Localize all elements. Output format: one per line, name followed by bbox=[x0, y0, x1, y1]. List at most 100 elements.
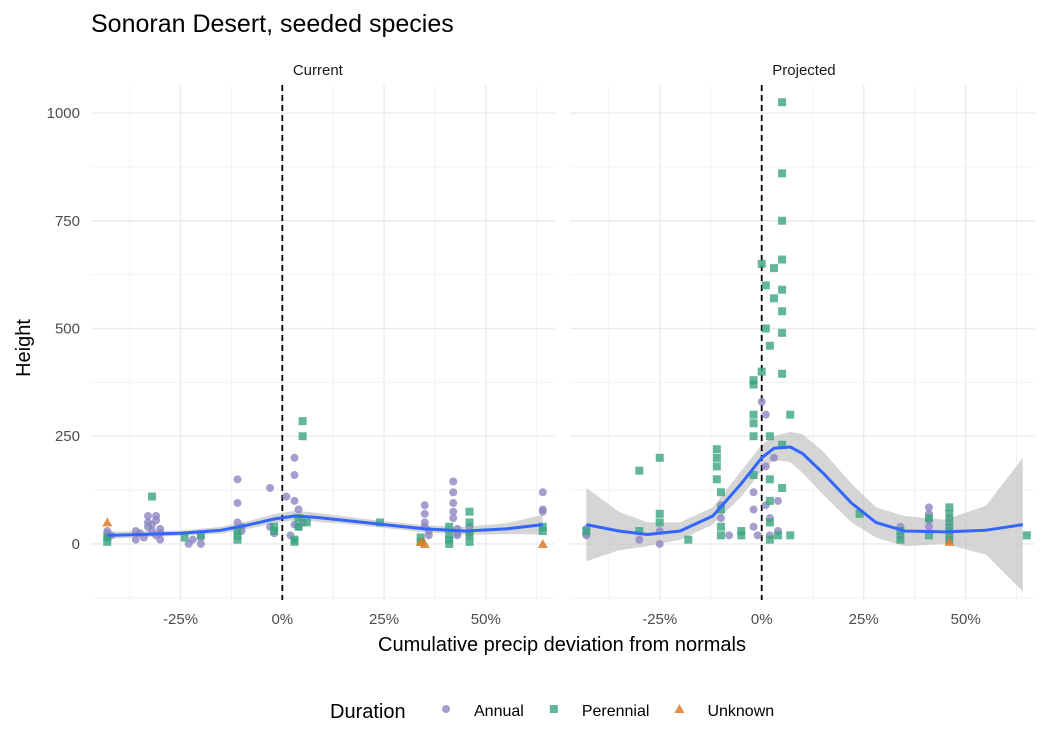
data-point-perennial bbox=[655, 518, 664, 527]
data-point-perennial bbox=[749, 432, 758, 441]
data-point-perennial bbox=[465, 507, 474, 516]
data-point-annual bbox=[196, 539, 205, 548]
data-point-annual bbox=[924, 522, 933, 531]
data-point-perennial bbox=[749, 410, 758, 419]
chart-title: Sonoran Desert, seeded species bbox=[91, 10, 454, 38]
data-point-perennial bbox=[298, 432, 307, 441]
legend-key-perennial bbox=[549, 705, 558, 713]
data-point-perennial bbox=[778, 285, 787, 294]
data-point-annual bbox=[774, 496, 783, 505]
panel-current: Current -25% 0% 25% 50% 0 250 500 750 1000 bbox=[47, 62, 555, 628]
data-point-annual bbox=[233, 499, 242, 508]
data-point-perennial bbox=[778, 98, 787, 107]
data-point-perennial bbox=[765, 518, 774, 527]
data-point-perennial bbox=[786, 410, 795, 419]
data-point-annual bbox=[449, 499, 458, 508]
data-point-perennial bbox=[298, 417, 307, 426]
data-point-annual bbox=[152, 516, 161, 525]
x-tick-label: 0% bbox=[751, 611, 773, 628]
data-point-perennial bbox=[294, 522, 303, 531]
y-tick-label: 0 bbox=[72, 536, 80, 553]
chart-panels: Current -25% 0% 25% 50% 0 250 500 750 1000 Project… bbox=[47, 62, 1035, 628]
series-unknown bbox=[944, 536, 955, 546]
data-point-annual bbox=[449, 507, 458, 516]
data-point-perennial bbox=[778, 440, 787, 449]
data-point-perennial bbox=[786, 531, 795, 540]
data-point-annual bbox=[749, 505, 758, 514]
data-point-perennial bbox=[749, 376, 758, 385]
data-point-perennial bbox=[445, 539, 454, 548]
data-point-perennial bbox=[778, 307, 787, 316]
data-point-perennial bbox=[716, 531, 725, 540]
data-point-perennial bbox=[582, 527, 591, 536]
data-point-perennial bbox=[855, 509, 864, 518]
data-point-perennial bbox=[270, 522, 279, 531]
data-point-perennial bbox=[148, 492, 157, 501]
data-point-perennial bbox=[465, 537, 474, 546]
data-point-perennial bbox=[180, 533, 189, 542]
data-point-annual bbox=[749, 488, 758, 497]
data-point-perennial bbox=[635, 466, 644, 475]
confidence-band bbox=[586, 431, 1023, 592]
data-point-perennial bbox=[294, 514, 303, 523]
data-point-annual bbox=[188, 535, 197, 544]
data-point-perennial bbox=[445, 535, 454, 544]
legend-label: Annual bbox=[474, 703, 524, 720]
series-unknown bbox=[102, 517, 548, 548]
data-point-annual bbox=[716, 514, 725, 523]
legend-entry-annual: Annual bbox=[442, 703, 524, 720]
data-point-perennial bbox=[712, 475, 721, 484]
data-point-perennial bbox=[924, 531, 933, 540]
data-point-unknown bbox=[419, 538, 430, 548]
data-point-perennial bbox=[778, 328, 787, 337]
data-point-perennial bbox=[945, 518, 954, 527]
data-point-perennial bbox=[684, 535, 693, 544]
data-point-annual bbox=[131, 535, 140, 544]
x-tick-label: 50% bbox=[951, 611, 981, 628]
x-tick-label: 0% bbox=[271, 611, 293, 628]
data-point-perennial bbox=[896, 535, 905, 544]
data-point-perennial bbox=[233, 531, 242, 540]
data-point-annual bbox=[538, 507, 547, 516]
data-point-perennial bbox=[765, 432, 774, 441]
panel-strip-label: Current bbox=[293, 62, 344, 79]
data-point-perennial bbox=[765, 496, 774, 505]
data-point-perennial bbox=[765, 341, 774, 350]
data-point-annual bbox=[233, 475, 242, 484]
data-point-perennial bbox=[778, 369, 787, 378]
data-point-annual bbox=[290, 496, 299, 505]
data-point-perennial bbox=[712, 453, 721, 462]
data-point-perennial bbox=[445, 522, 454, 531]
data-point-annual bbox=[761, 462, 770, 471]
data-point-perennial bbox=[445, 531, 454, 540]
data-point-perennial bbox=[945, 509, 954, 518]
data-point-annual bbox=[420, 509, 429, 518]
data-point-perennial bbox=[945, 503, 954, 512]
data-point-annual bbox=[143, 511, 152, 520]
data-point-perennial bbox=[375, 518, 384, 527]
data-point-perennial bbox=[655, 453, 664, 462]
data-point-perennial bbox=[757, 259, 766, 268]
data-point-unknown bbox=[537, 538, 548, 548]
data-point-perennial bbox=[757, 367, 766, 376]
data-point-annual bbox=[156, 535, 165, 544]
legend-key-unknown bbox=[674, 704, 685, 713]
data-point-perennial bbox=[302, 518, 311, 527]
data-point-perennial bbox=[712, 445, 721, 454]
data-point-perennial bbox=[538, 527, 547, 536]
data-point-annual bbox=[420, 501, 429, 510]
data-point-perennial bbox=[749, 471, 758, 480]
data-point-annual bbox=[757, 397, 766, 406]
data-point-annual bbox=[749, 522, 758, 531]
panel-strip-label: Projected bbox=[772, 62, 835, 79]
data-point-annual bbox=[655, 539, 664, 548]
data-point-perennial bbox=[103, 533, 112, 542]
legend-label: Perennial bbox=[582, 703, 650, 720]
data-point-annual bbox=[453, 531, 462, 540]
data-point-perennial bbox=[270, 527, 279, 536]
legend: Duration Annual Perennial Unknown bbox=[330, 701, 774, 723]
legend-key-annual bbox=[442, 705, 450, 713]
data-point-annual bbox=[290, 453, 299, 462]
